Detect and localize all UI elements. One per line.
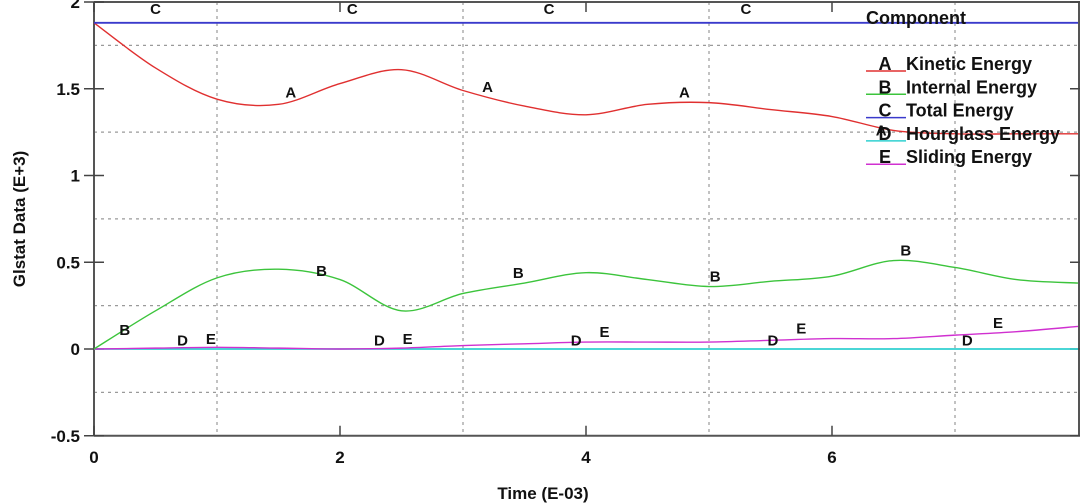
axes: -0.5 0 0.5 1 1.5 2 0 2 4 6 xyxy=(51,0,1080,467)
y-tick-label: 1.5 xyxy=(56,80,80,99)
curve-marker-d: D xyxy=(571,333,582,350)
x-tick-label: 4 xyxy=(581,448,591,467)
legend-key: D xyxy=(879,124,892,144)
curve-marker-a: A xyxy=(679,84,690,101)
legend-label: Internal Energy xyxy=(906,77,1037,97)
curve-marker-e: E xyxy=(599,324,609,341)
curve-marker-c: C xyxy=(150,1,161,18)
curve-marker-d: D xyxy=(768,333,779,350)
x-tick-label: 2 xyxy=(335,448,344,467)
curve-marker-c: C xyxy=(740,1,751,18)
curve-marker-b: B xyxy=(513,265,524,282)
legend-key: E xyxy=(879,147,891,167)
y-tick-label: 2 xyxy=(71,0,80,12)
curve-marker-d: D xyxy=(962,333,973,350)
legend: Component A Kinetic Energy B Internal Energ… xyxy=(866,8,1060,167)
series-line-internal-energy xyxy=(93,259,1079,350)
curve-marker-b: B xyxy=(900,242,911,259)
curve-marker-b: B xyxy=(316,263,327,280)
curve-marker-c: C xyxy=(347,1,358,18)
curve-marker-e: E xyxy=(796,320,806,337)
legend-label: Kinetic Energy xyxy=(906,54,1032,74)
legend-label: Sliding Energy xyxy=(906,147,1032,167)
legend-key: A xyxy=(879,54,892,74)
legend-key: C xyxy=(879,101,892,121)
y-tick-label: 1 xyxy=(71,167,80,186)
y-axis-title: Glstat Data (E+3) xyxy=(10,151,29,288)
y-tick-label: -0.5 xyxy=(51,427,80,446)
curve-marker-d: D xyxy=(374,333,385,350)
series-line-sliding-energy xyxy=(93,325,1079,350)
legend-key: B xyxy=(879,77,892,97)
legend-label: Hourglass Energy xyxy=(906,124,1060,144)
y-tick-label: 0 xyxy=(71,340,80,359)
curve-marker-a: A xyxy=(876,123,887,140)
curve-marker-e: E xyxy=(403,331,413,348)
curve-marker-b: B xyxy=(119,322,130,339)
x-tick-label: 6 xyxy=(827,448,836,467)
x-tick-label: 0 xyxy=(89,448,98,467)
y-tick-label: 0.5 xyxy=(56,253,80,272)
data-series xyxy=(93,21,1079,350)
legend-label: Total Energy xyxy=(906,101,1014,121)
legend-title: Component xyxy=(866,8,966,28)
curve-marker-a: A xyxy=(285,84,296,101)
curve-marker-a: A xyxy=(482,79,493,96)
series-line-kinetic-energy xyxy=(93,22,1078,135)
curve-marker-e: E xyxy=(206,331,216,348)
curve-marker-c: C xyxy=(544,1,555,18)
curve-marker-d: D xyxy=(177,333,188,350)
curve-marker-e: E xyxy=(993,315,1003,332)
curve-marker-b: B xyxy=(710,268,721,285)
x-axis-title: Time (E-03) xyxy=(497,484,588,503)
